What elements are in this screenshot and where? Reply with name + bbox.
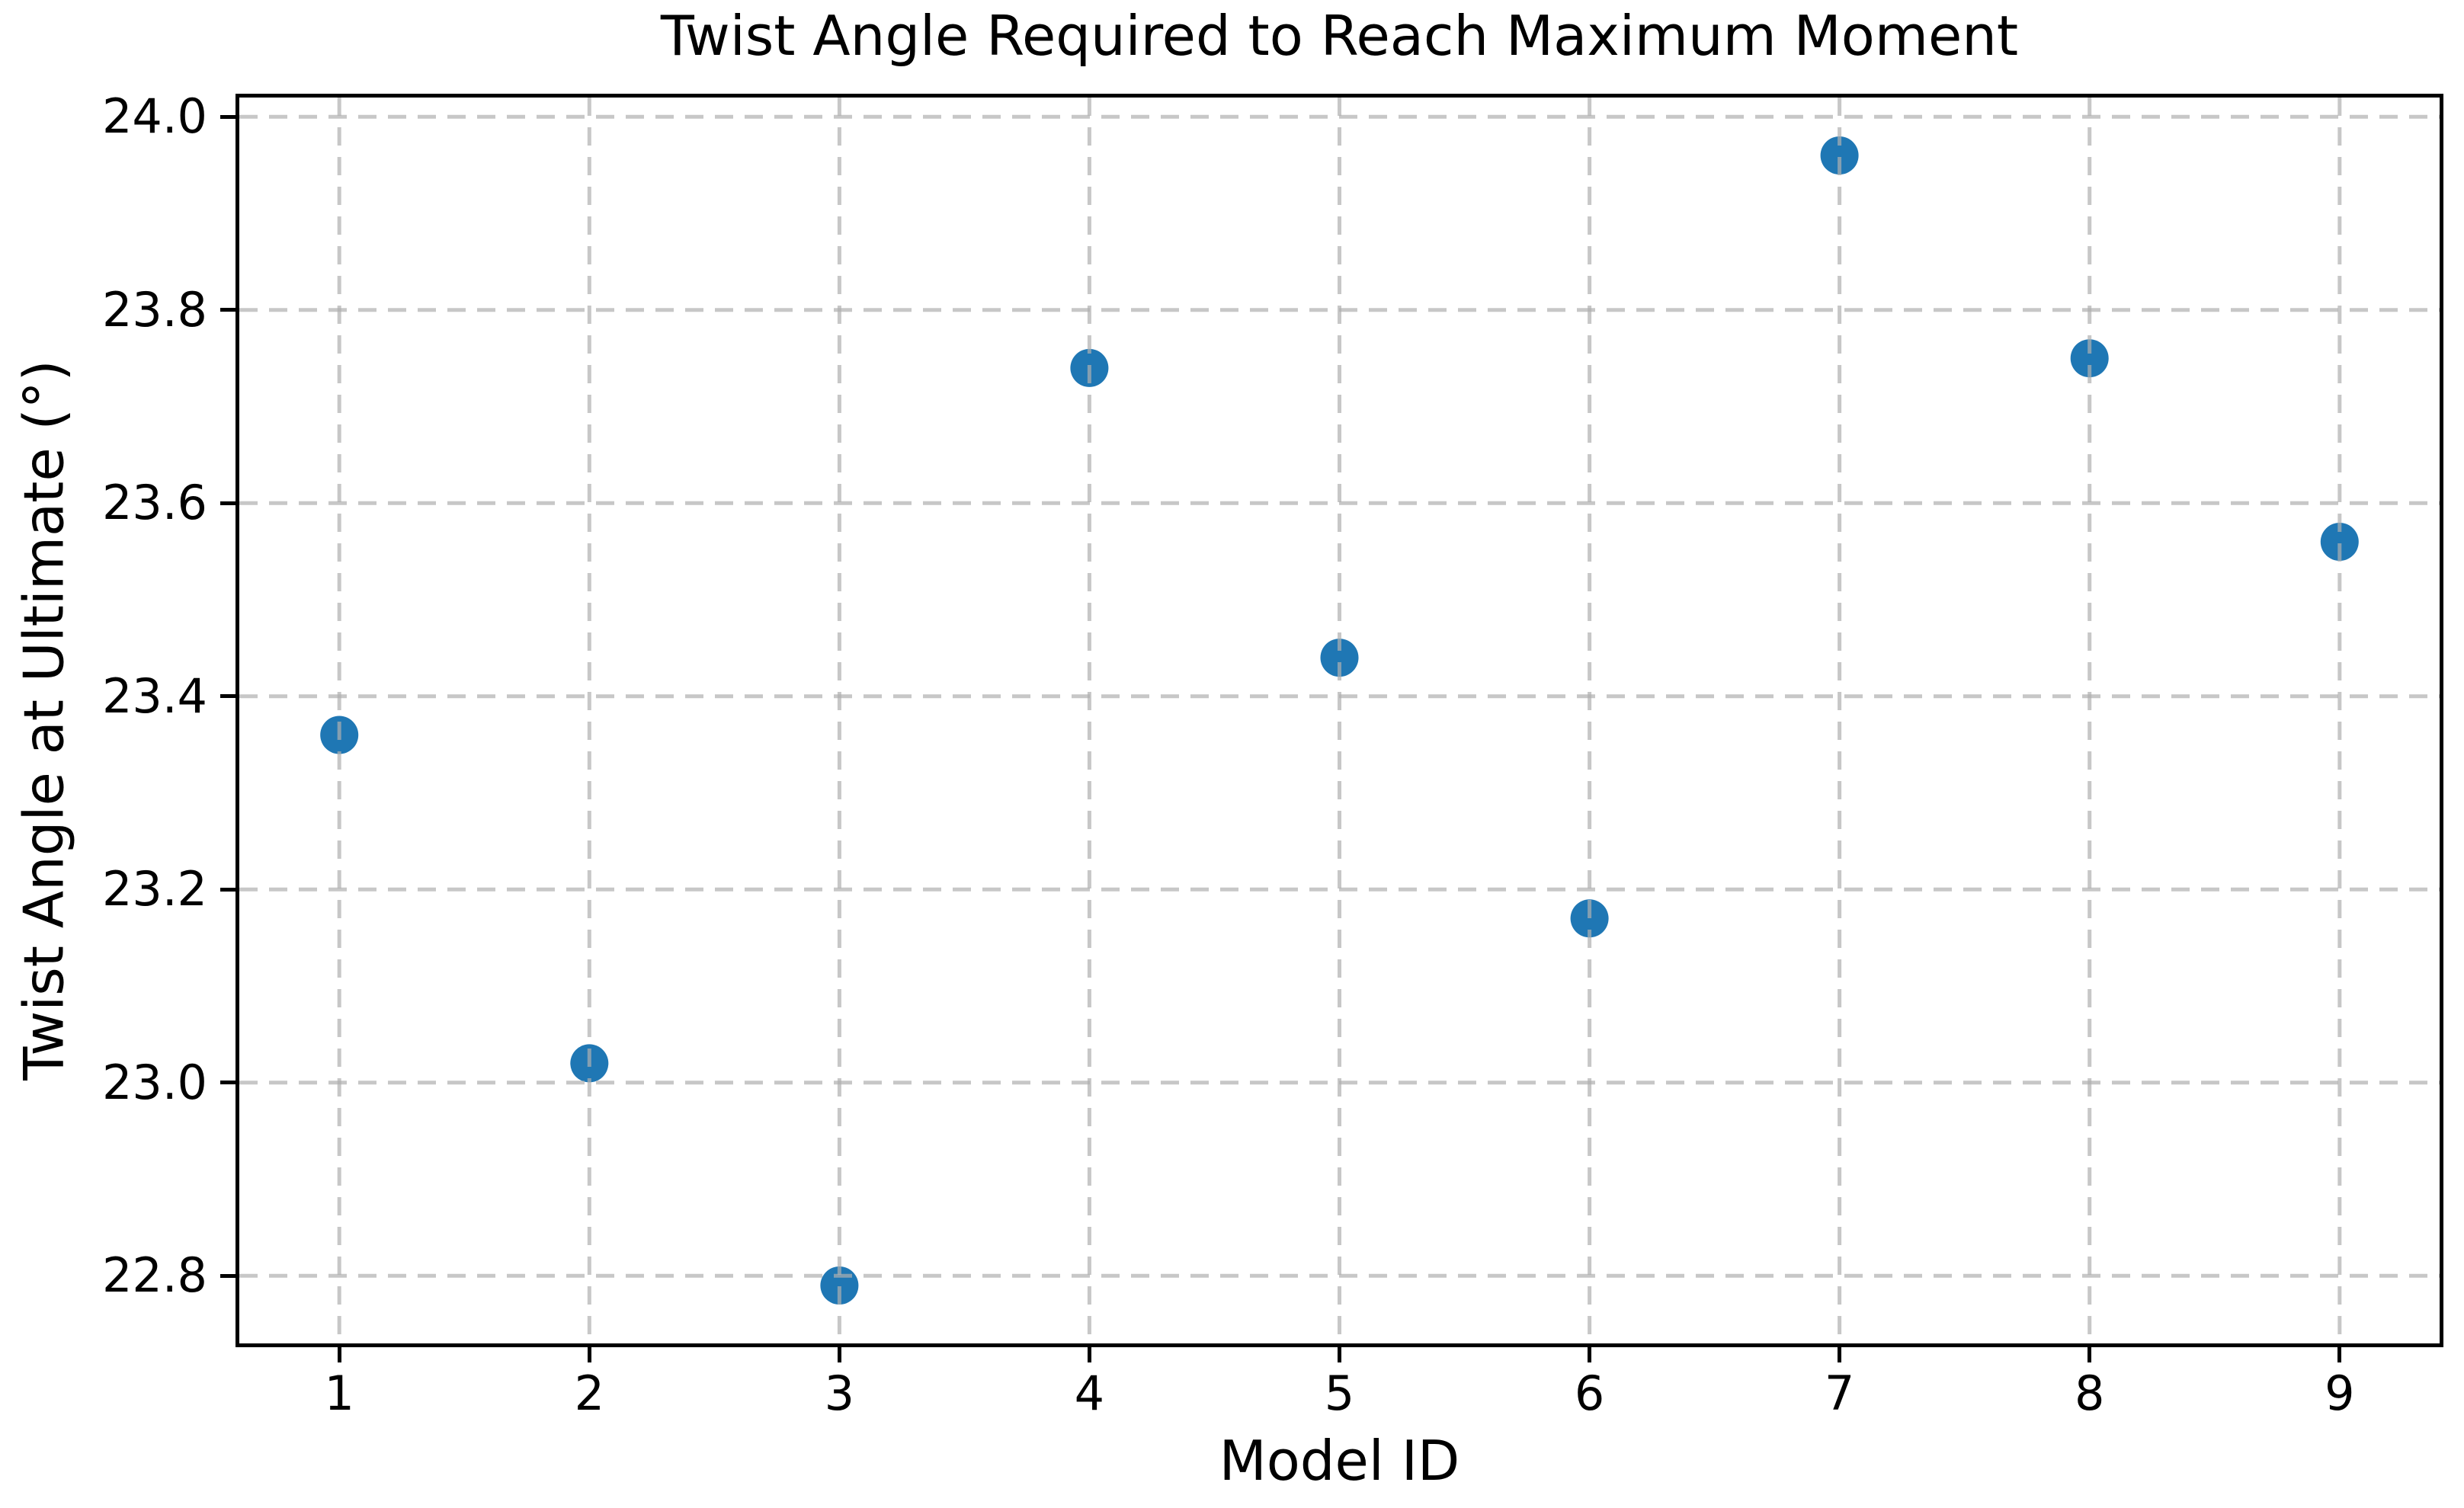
data-point: [1570, 899, 1609, 938]
chart-title: Twist Angle Required to Reach Maximum Mo…: [660, 4, 2019, 68]
y-tick-mark: [220, 694, 236, 699]
data-point: [2320, 523, 2359, 561]
plot-canvas: [239, 98, 2440, 1343]
y-tick-mark: [220, 114, 236, 119]
y-tick-label: 23.4: [101, 668, 207, 724]
plot-area: [236, 94, 2443, 1347]
y-tick-label: 23.8: [101, 281, 207, 338]
x-tick-label: 5: [1324, 1366, 1355, 1421]
x-tick-label: 7: [1824, 1366, 1855, 1421]
data-point: [2070, 339, 2109, 378]
y-tick-mark: [220, 1081, 236, 1085]
x-tick-label: 6: [1574, 1366, 1605, 1421]
x-tick-mark: [587, 1347, 591, 1362]
x-tick-mark: [1588, 1347, 1592, 1362]
x-tick-mark: [1338, 1347, 1341, 1362]
y-tick-label: 23.2: [101, 861, 207, 917]
y-tick-label: 22.8: [101, 1247, 207, 1304]
data-point: [1320, 639, 1359, 677]
x-tick-mark: [1087, 1347, 1091, 1362]
x-tick-mark: [337, 1347, 341, 1362]
y-tick-label: 23.6: [101, 475, 207, 531]
x-tick-mark: [837, 1347, 841, 1362]
y-tick-mark: [220, 308, 236, 312]
x-tick-mark: [2088, 1347, 2092, 1362]
y-tick-mark: [220, 501, 236, 505]
data-point: [1820, 136, 1859, 174]
x-axis-label: Model ID: [1219, 1429, 1460, 1493]
x-tick-label: 8: [2074, 1366, 2105, 1421]
y-tick-label: 23.0: [101, 1054, 207, 1110]
x-tick-label: 1: [324, 1366, 354, 1421]
y-tick-mark: [220, 1273, 236, 1278]
x-tick-mark: [1838, 1347, 1842, 1362]
x-tick-label: 9: [2325, 1366, 2355, 1421]
y-tick-mark: [220, 887, 236, 892]
x-tick-label: 2: [574, 1366, 605, 1421]
x-tick-label: 3: [824, 1366, 855, 1421]
x-tick-label: 4: [1074, 1366, 1105, 1421]
y-tick-label: 24.0: [101, 88, 207, 145]
x-tick-mark: [2337, 1347, 2342, 1362]
